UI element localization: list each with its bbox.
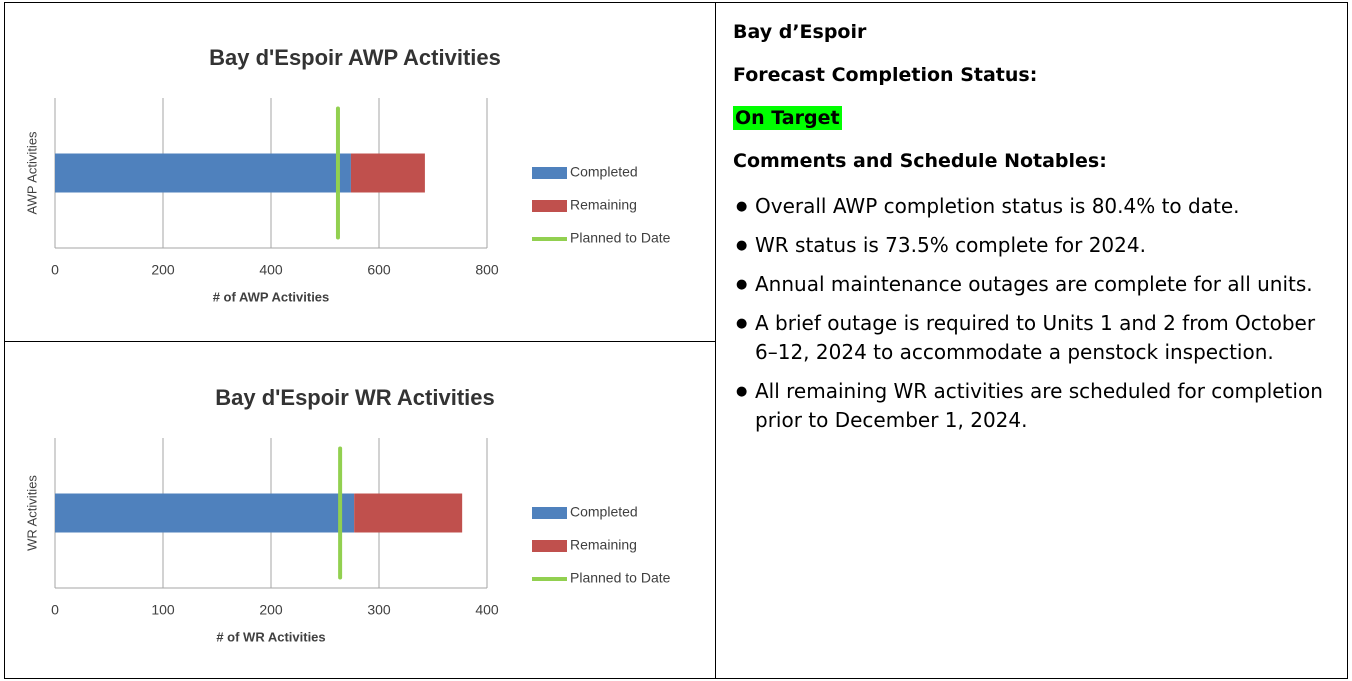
x-tick-label: 0 [51, 602, 59, 618]
x-axis-label: # of WR Activities [216, 629, 325, 644]
bullet: Annual maintenance outages are complete … [736, 270, 1333, 299]
legend-swatch [532, 167, 567, 179]
x-tick-label: 200 [259, 602, 283, 618]
bullet: A brief outage is required to Units 1 an… [736, 309, 1333, 367]
y-axis-label: AWP Activities [24, 131, 39, 215]
bar [354, 493, 463, 533]
x-axis-label: # of AWP Activities [213, 289, 330, 304]
chart-title: Bay d'Espoir AWP Activities [209, 45, 501, 70]
legend-label: Remaining [570, 537, 637, 553]
y-axis-label: WR Activities [24, 475, 39, 551]
bullet: All remaining WR activities are schedule… [736, 377, 1333, 435]
x-tick-label: 800 [475, 262, 499, 278]
legend-label: Remaining [570, 197, 637, 213]
bar [350, 153, 425, 193]
legend-label: Planned to Date [570, 230, 671, 246]
legend-label: Planned to Date [570, 570, 671, 586]
bullet-list: Overall AWP completion status is 80.4% t… [733, 192, 1333, 435]
status-heading: Forecast Completion Status: [733, 64, 1038, 86]
chart: Bay d'Espoir AWP Activities # of AWP Acti… [24, 45, 671, 305]
x-tick-label: 400 [259, 262, 283, 278]
status-row: On Target [733, 106, 1333, 130]
x-tick-label: 300 [367, 602, 391, 618]
x-tick-label: 100 [151, 602, 175, 618]
divider [715, 2, 716, 679]
status: On Target [733, 106, 842, 130]
legend-label: Completed [570, 504, 638, 520]
bar [55, 153, 351, 193]
chart-title: Bay d'Espoir WR Activities [215, 385, 494, 410]
bar [55, 493, 355, 533]
site-name: Bay d’Espoir [733, 21, 867, 43]
legend-swatch [532, 507, 567, 519]
comments-heading: Comments and Schedule Notables: [733, 150, 1107, 172]
x-tick-label: 0 [51, 262, 59, 278]
chart: Bay d'Espoir WR Activities # of WR Activi… [24, 385, 671, 645]
legend-swatch [532, 200, 567, 212]
legend-label: Completed [570, 164, 638, 180]
legend-swatch [532, 540, 567, 552]
notes-panel: Bay d’Espoir Forecast Completion Status:… [733, 20, 1333, 445]
frame [4, 2, 1348, 679]
x-tick-label: 600 [367, 262, 391, 278]
bullet: Overall AWP completion status is 80.4% t… [736, 192, 1333, 221]
x-tick-label: 200 [151, 262, 175, 278]
bullet: WR status is 73.5% complete for 2024. [736, 231, 1333, 260]
x-tick-label: 400 [475, 602, 499, 618]
divider [4, 341, 715, 342]
